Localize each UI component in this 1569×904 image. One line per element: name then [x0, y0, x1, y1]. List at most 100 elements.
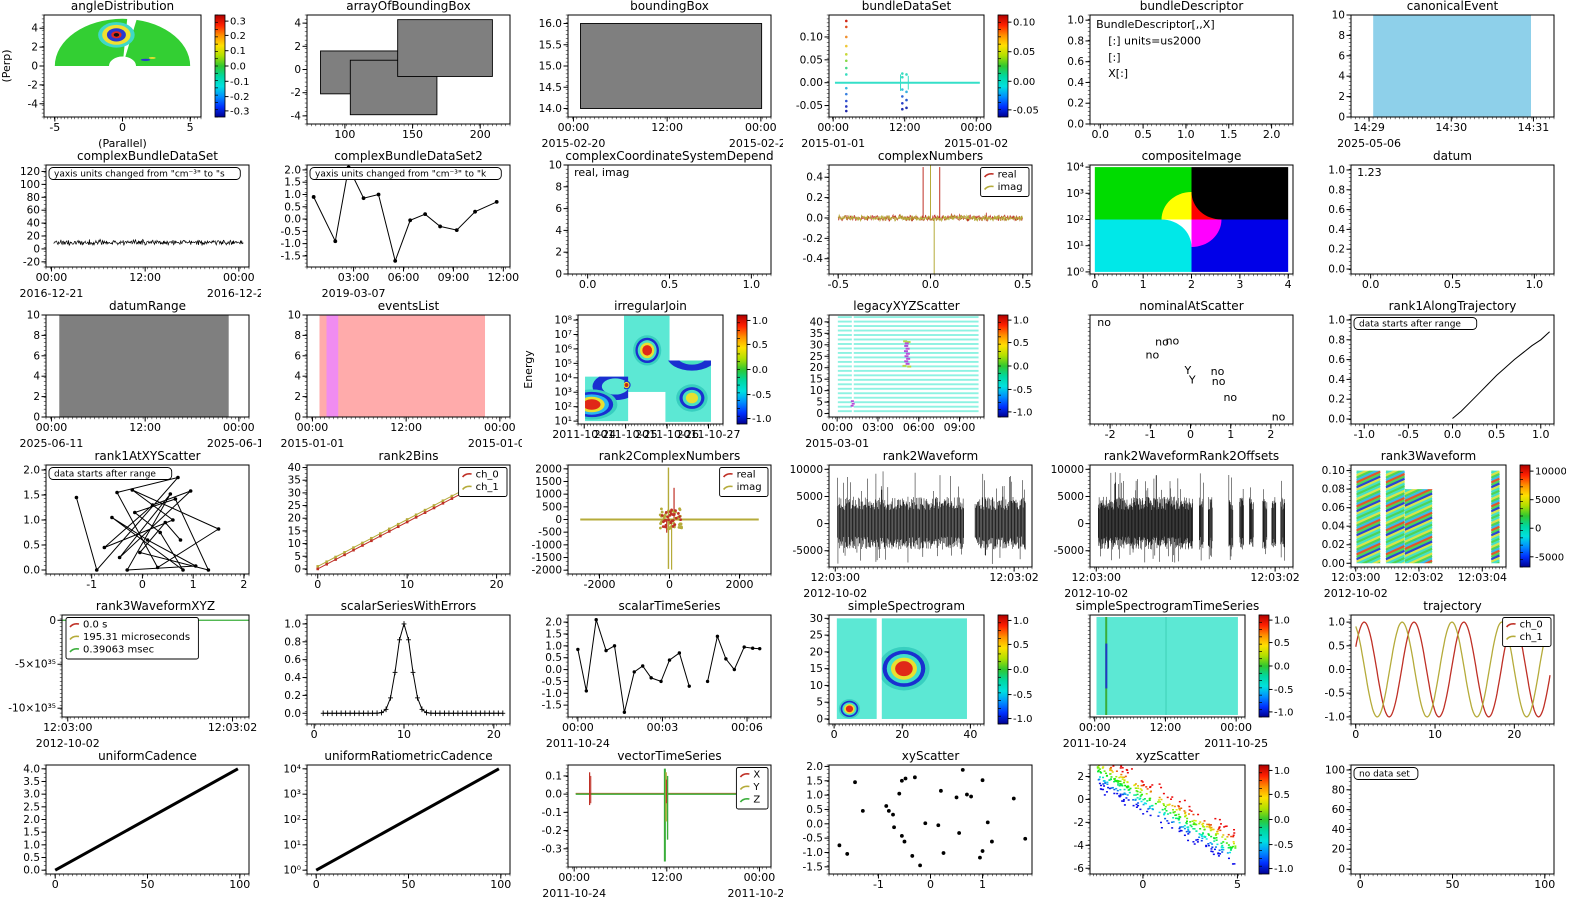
y-tick-label: 0.6: [1328, 204, 1345, 216]
y-tick-label: 10: [288, 538, 301, 550]
y-axis: 0 -5×10³⁵ -10×10³⁵: [8, 614, 62, 718]
x-tick-label: 20: [895, 728, 909, 741]
chart-title: complexNumbers: [878, 150, 983, 163]
x-tick-label: 0.5: [1488, 428, 1506, 441]
y-tick-label: 20: [288, 513, 301, 525]
y-tick-label: 120: [20, 166, 40, 178]
annotation: yaxis units changed from "cm⁻³" to "k: [309, 167, 502, 180]
y-tick-label: -1.0: [542, 688, 563, 700]
y-axis: 1.0 0.8 0.6 0.4 0.2 0.0: [284, 614, 307, 725]
x-tick-label: 2011-10-27: [677, 428, 741, 441]
chart-title: angleDistribution: [71, 0, 174, 13]
colorbar-tick-label: -1.0: [1274, 864, 1294, 875]
x-axis: 0.0 0.5 1.0: [1350, 274, 1555, 291]
x-date-label: 2011-10-25: [727, 887, 783, 900]
y-tick-label: -1.5: [281, 250, 302, 262]
y-tick-label: 5: [294, 551, 301, 563]
x-tick-label: 00:00: [744, 871, 776, 884]
x-tick-label: 12:03:04: [1458, 571, 1507, 584]
chart-title: eventsList: [378, 300, 440, 313]
x-tick-label: 12:00: [651, 871, 683, 884]
y-tick-label: 0: [1077, 794, 1084, 806]
plot-elements: [1452, 331, 1550, 419]
chart-svg-bundleDataSet: bundleDataSet 00:00 12:00 00:00 2015-01-01 20…: [796, 0, 1039, 150]
y-tick-label: 40: [27, 218, 40, 230]
colorbar-tick-label: 1.0: [1013, 316, 1029, 327]
y-axis: 4 2 0 -2 -4: [291, 14, 307, 125]
x-tick-label: 12:00: [129, 421, 161, 434]
chart-title: complexBundleDataSet2: [334, 150, 483, 163]
y-tick-label: 0.2: [1328, 394, 1345, 406]
y-tick-label: 0.8: [1328, 184, 1345, 196]
plot-text: no: [1145, 349, 1159, 362]
x-tick-label: 00:00: [817, 121, 849, 134]
chart-title: irregularJoin: [614, 300, 687, 313]
x-tick-label: 12:03:00: [1072, 571, 1121, 584]
y-tick-label: 4: [294, 371, 301, 383]
y-tick-label: 1.0: [23, 839, 40, 851]
plot-text: 1.23: [1357, 166, 1382, 179]
x-date-label: 2025-06-11: [19, 437, 83, 450]
x-tick-label: 00:06: [731, 721, 763, 734]
x-tick-label: 12:03:02: [208, 721, 257, 734]
plot-text: no: [1223, 391, 1237, 404]
x-tick-label: 12:00: [651, 121, 683, 134]
panel-noDataSet: no data set 0 50 100 100 80 60 40 20 0: [1305, 750, 1566, 900]
y-tick-label: 1.0: [284, 618, 301, 630]
x-tick-label: 12:03:00: [43, 721, 92, 734]
y-tick-label: -2: [1074, 817, 1084, 829]
x-date-label: 2025-05-06: [1337, 137, 1401, 150]
y-tick-label: -5000: [792, 545, 823, 557]
colorbar-tick-label: -0.5: [1274, 685, 1294, 696]
y-tick-label: 0.1: [545, 770, 562, 782]
chart-svg-scalarSeriesWithErrors: scalarSeriesWithErrors 0 10 20 1.0 0.8 0.6 0.4 0…: [284, 600, 511, 741]
y-tick-label: 0.02: [1322, 539, 1345, 551]
colorbar-tick-label: 0.0: [1274, 662, 1290, 673]
colorbar-tick-label: -0.5: [1274, 840, 1294, 851]
plot-elements: [1096, 765, 1237, 865]
y-tick-label: 8: [294, 330, 301, 342]
x-axis: 12:03:00 12:03:02 2012-10-02: [36, 717, 257, 750]
panel-simpleSpectrogramTimeSeries: simpleSpectrogramTimeSeries 00:00 12:00 00:…: [1044, 600, 1305, 750]
y-axis: 0.10 0.05 0.00 -0.05: [796, 14, 829, 118]
x-date-label: 2015-02-21: [729, 137, 783, 150]
y-tick-label: -1000: [531, 539, 562, 551]
colorbar-tick-label: 1.0: [752, 316, 768, 327]
svg-text:Z: Z: [753, 795, 760, 806]
chart-svg-datumRange: datumRange 00:00 12:00 00:00 2025-06-11 2025-…: [19, 300, 261, 450]
y-tick-label: 0.0: [1328, 264, 1345, 276]
x-tick-label: 2011-10-26: [635, 428, 699, 441]
plot-border: [306, 164, 511, 268]
svg-text:ch_0: ch_0: [1520, 620, 1543, 631]
y-axis: 16.0 15.5 15.0 14.5 14.0: [539, 14, 568, 118]
chart-title: rank2ComplexNumbers: [599, 450, 741, 463]
panel-datumRange: datumRange 00:00 12:00 00:00 2025-06-11 2025-…: [0, 300, 261, 450]
x-tick-label: 12:03:00: [811, 571, 860, 584]
panel-xyzScatter: xyzScatter 0 5 2 0 -2 -4 -6 1.0 0.5 0.0 -0.5 -1.0: [1044, 750, 1305, 900]
plot-elements: [59, 315, 229, 417]
colorbar-tick-label: 1.0: [1274, 766, 1290, 777]
colorbar-tick-label: 0.2: [230, 31, 246, 42]
x-axis: 00:00 12:00 00:00 2015-01-01 2015-01-02: [280, 417, 522, 450]
y-tick-label: 0: [1338, 864, 1345, 876]
chart-svg-vectorTimeSeries: vectorTimeSeries XYZ 00:00 12:00 00:00 2011-1…: [542, 750, 784, 900]
plot-border: [567, 164, 772, 275]
x-axis: 00:00 00:03 00:06 2011-10-24: [546, 717, 772, 750]
x-date-label: 2019-03-07: [322, 287, 386, 300]
y-axis: 0.4 0.2 0.0 -0.2 -0.4: [803, 164, 829, 275]
y-tick-label: 1.0: [806, 790, 823, 802]
y-tick-label: 0.6: [284, 654, 301, 666]
y-tick-label: 1500: [535, 476, 562, 488]
colorbar-tick-label: 0.0: [752, 365, 768, 376]
y-tick-label: 1000: [535, 489, 562, 501]
plot-elements: [836, 618, 967, 719]
y-axis: [1087, 614, 1090, 718]
x-date-label: 2012-10-02: [36, 737, 100, 750]
chart-title: uniformCadence: [98, 750, 197, 763]
x-tick-label: 0.5: [1014, 278, 1032, 291]
colorbar-tick-label: 0.0: [1013, 362, 1029, 373]
plot-text: X[:]: [1108, 67, 1128, 80]
chart-title: rank2Waveform: [883, 450, 978, 463]
